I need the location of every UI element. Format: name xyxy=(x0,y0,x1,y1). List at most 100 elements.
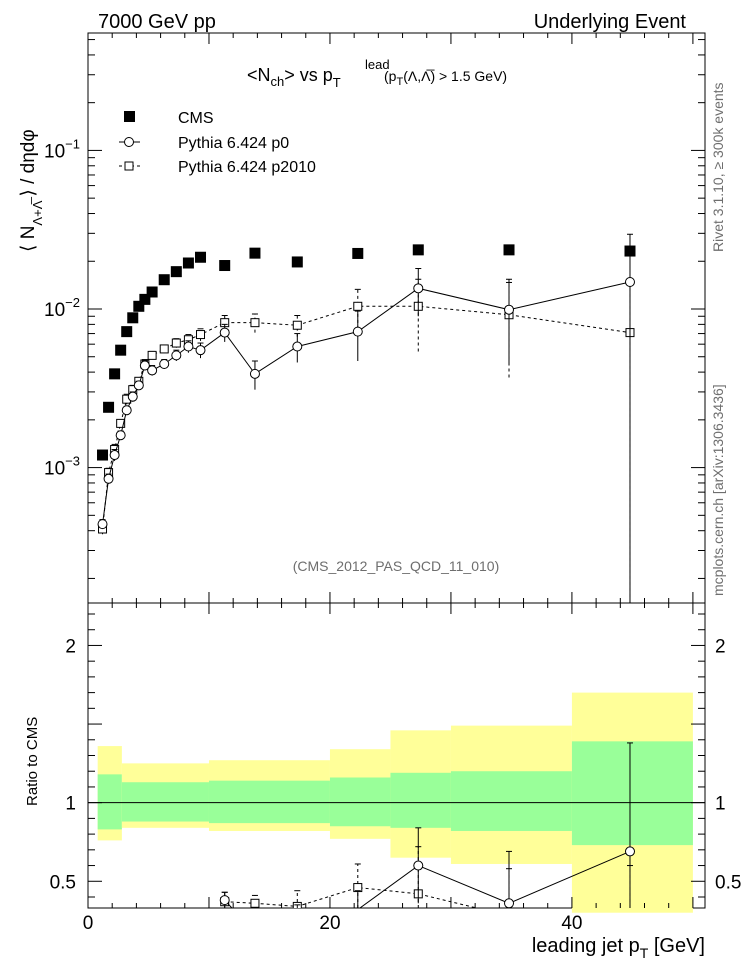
p0-point xyxy=(352,326,363,337)
y-tick-base: 10 xyxy=(44,300,65,321)
cms-point xyxy=(121,326,133,338)
legend-marker-p0 xyxy=(124,137,134,147)
band-green-5 xyxy=(450,771,572,831)
p0-point xyxy=(109,450,120,461)
ratio-p2010-point xyxy=(250,898,260,908)
y-axis-label-ratio: Ratio to CMS xyxy=(24,717,41,806)
band-green-3 xyxy=(329,777,391,827)
p0-point xyxy=(183,341,194,352)
ratio-series-group xyxy=(219,742,635,908)
x-tick-label: 20 xyxy=(319,913,340,934)
y-axis-label-main: ⟨ NΛ+Λ̅⟩ / dηdφ xyxy=(18,129,45,252)
y-tick-label-ratio-right: 2 xyxy=(715,636,726,657)
cms-point xyxy=(291,256,303,268)
cms-point xyxy=(146,286,158,298)
legend-marker-p2010 xyxy=(124,161,134,171)
p2010-point xyxy=(147,350,157,360)
p2010-point xyxy=(292,320,302,330)
p2010-point xyxy=(196,330,206,340)
cms-point xyxy=(503,244,515,256)
analysis-annotation: (CMS_2012_PAS_QCD_11_010) xyxy=(293,558,500,574)
band-green-2 xyxy=(208,780,330,824)
y-tick-base: 10 xyxy=(44,141,65,162)
y-tick-label-main: 10−3 xyxy=(44,454,80,480)
main-plot: 10−310−210−1 xyxy=(44,32,706,604)
cms-point xyxy=(109,368,121,380)
y-tick-label-main: 10−2 xyxy=(44,295,80,321)
y-tick-exp: −1 xyxy=(65,136,80,151)
p0-point xyxy=(624,276,635,287)
cms-point xyxy=(249,247,261,259)
cms-point xyxy=(624,245,636,257)
p0-point xyxy=(103,473,114,484)
cms-point xyxy=(195,251,207,263)
p2010-point xyxy=(159,344,169,354)
cms-point xyxy=(412,244,424,256)
ratio-p0-point xyxy=(504,898,515,908)
legend-label-p0: Pythia 6.424 p0 xyxy=(178,135,289,152)
p2010-point xyxy=(353,301,363,311)
ratio-p0-point xyxy=(219,895,230,906)
p0-point xyxy=(147,365,158,376)
cms-point xyxy=(139,293,151,305)
p0-point xyxy=(133,380,144,391)
p0-point xyxy=(159,358,170,369)
cms-point xyxy=(352,247,364,259)
band-green-0 xyxy=(97,774,122,830)
p0-line xyxy=(102,281,631,525)
cms-point xyxy=(182,257,194,269)
cms-point xyxy=(97,449,109,461)
cms-point xyxy=(127,312,139,324)
y-tick-label-ratio: 2 xyxy=(65,636,76,657)
x-axis-label: leading jet pT [GeV] xyxy=(532,935,705,961)
x-tick-label: 40 xyxy=(561,913,582,934)
p2010-point xyxy=(171,338,181,348)
legend-label-cms: CMS xyxy=(178,110,214,127)
header-right: Underlying Event xyxy=(534,11,687,33)
y-tick-label-ratio: 1 xyxy=(65,794,76,815)
legend: CMS Pythia 6.424 p0 Pythia 6.424 p2010 xyxy=(119,110,316,176)
mcplots-label: mcplots.cern.ch [arXiv:1306.3436] xyxy=(710,384,726,596)
p0-point xyxy=(219,327,230,338)
p2010-point xyxy=(250,318,260,328)
p2010-point xyxy=(116,418,126,428)
x-tick-label: 0 xyxy=(83,913,94,934)
p0-point xyxy=(171,350,182,361)
p0-point xyxy=(292,341,303,352)
ratio-p0-point xyxy=(624,846,635,857)
cms-point xyxy=(133,300,145,312)
p0-point xyxy=(121,405,132,416)
y-tick-label-ratio-right: 0.5 xyxy=(715,872,741,893)
cms-point xyxy=(170,266,182,278)
y-tick-label-ratio: 0.5 xyxy=(50,872,76,893)
ratio-p2010-line xyxy=(224,887,479,908)
header-left: 7000 GeV pp xyxy=(98,11,216,33)
band-green-1 xyxy=(121,782,209,822)
cms-point xyxy=(219,260,231,272)
legend-label-p2010: Pythia 6.424 p2010 xyxy=(178,159,316,176)
legend-marker-cms xyxy=(124,111,135,122)
y-tick-exp: −2 xyxy=(65,295,80,310)
cms-point xyxy=(115,344,127,356)
ratio-p0-point xyxy=(413,860,424,871)
y-tick-label-ratio-right: 1 xyxy=(715,794,726,815)
y-tick-label-main: 10−1 xyxy=(44,136,80,162)
p0-point xyxy=(413,283,424,294)
p0-point xyxy=(195,345,206,356)
y-tick-base: 10 xyxy=(44,459,65,480)
ratio-plot: 0 20 40 0.5 0.5 1 1 2 2 xyxy=(50,602,741,934)
cms-point xyxy=(158,274,170,286)
y-tick-exp: −3 xyxy=(65,454,80,469)
band-green-6 xyxy=(571,741,693,846)
p0-point xyxy=(127,391,138,402)
p0-point xyxy=(249,368,260,379)
rivet-label: Rivet 3.1.10, ≥ 300k events xyxy=(710,82,726,252)
p0-point xyxy=(504,304,515,315)
p0-point xyxy=(115,430,126,441)
band-green-4 xyxy=(390,772,451,828)
p0-point xyxy=(97,519,108,530)
p2010-line xyxy=(102,305,631,530)
plot-title: <Nch> vs pTlead (pT(Λ,Λ̅) > 1.5 GeV) xyxy=(247,57,507,90)
cms-point xyxy=(103,401,115,413)
